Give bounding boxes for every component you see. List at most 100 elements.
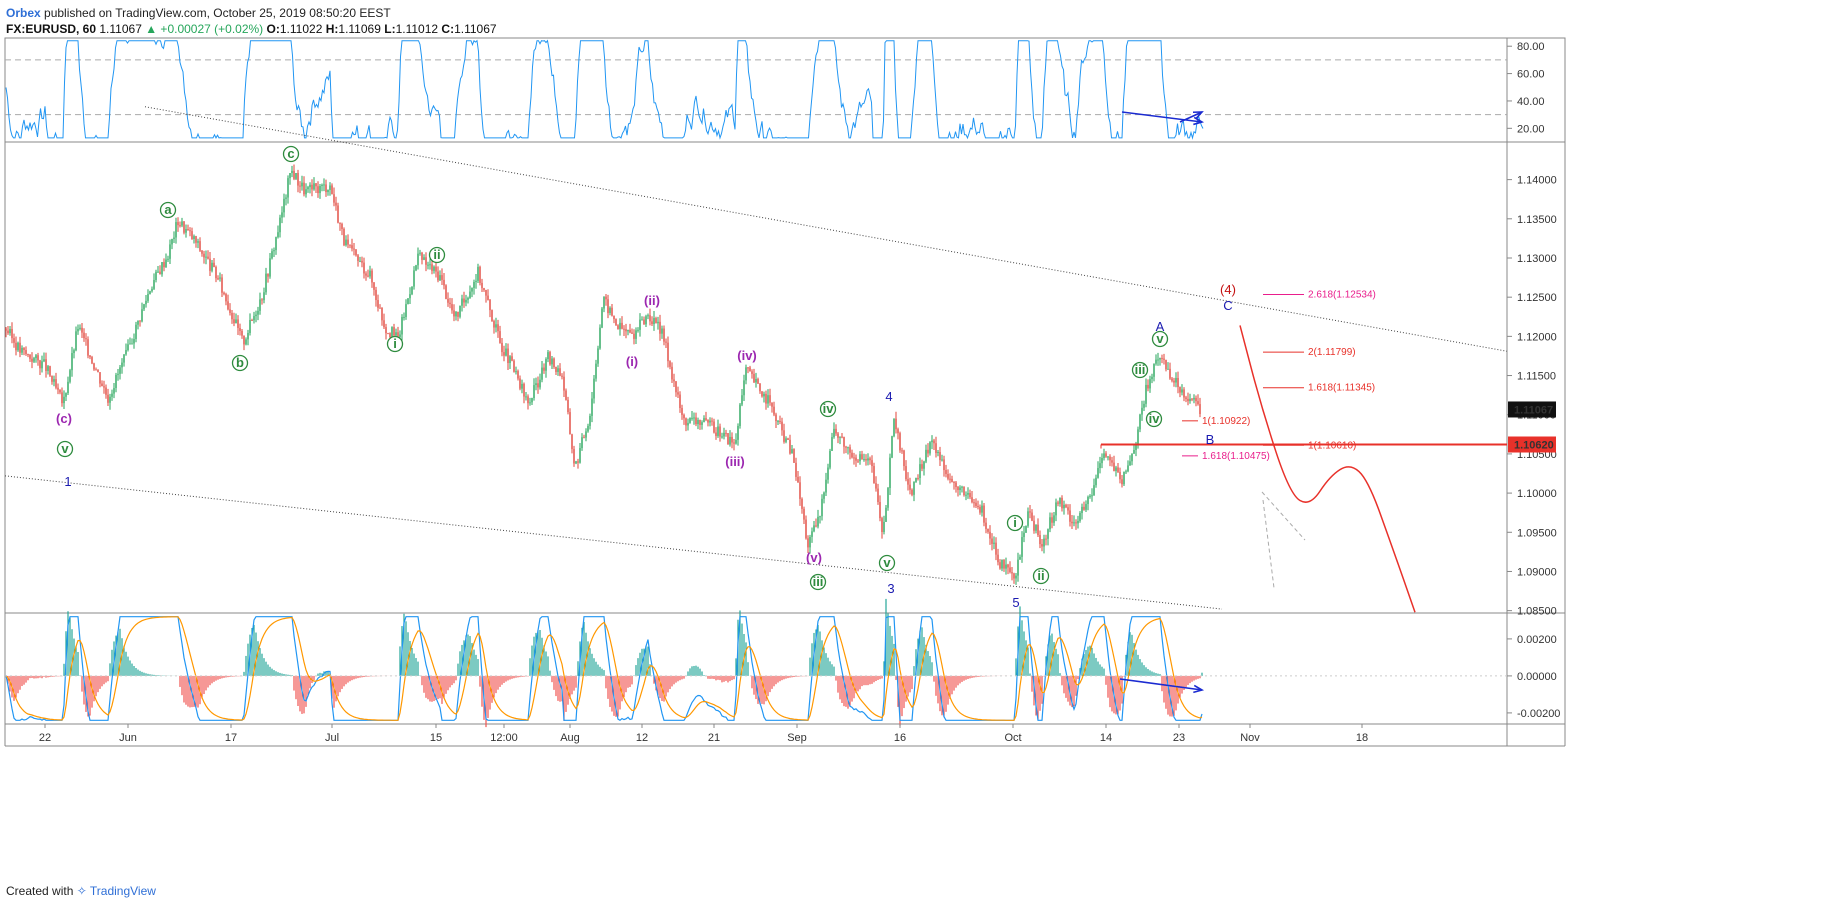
candle-body <box>385 327 387 334</box>
candle-body <box>609 307 611 314</box>
candle-body <box>1169 368 1171 379</box>
macd-hist-bar <box>967 675 969 679</box>
macd-hist-bar <box>569 675 571 699</box>
candle-body <box>705 418 707 420</box>
macd-hist-bar <box>1095 657 1097 676</box>
candle-body <box>297 172 299 186</box>
candle-body <box>161 262 163 275</box>
macd-hist-bar <box>879 675 881 680</box>
macd-hist-bar <box>413 653 415 676</box>
candle-body <box>1085 504 1087 510</box>
candle-body <box>215 267 217 279</box>
candle-body <box>767 395 769 404</box>
horizontal-level[interactable] <box>1100 443 1507 449</box>
macd-hist-bar <box>707 675 709 679</box>
macd-hist-bar <box>703 675 705 676</box>
symbol-name[interactable]: FX:EURUSD, 60 <box>6 22 97 36</box>
macd-hist-bar <box>1063 675 1065 694</box>
macd-hist-bar <box>719 675 721 681</box>
wave-label: (iv) <box>737 348 757 363</box>
wave-label: (v) <box>806 550 822 565</box>
macd-hist-bar <box>1123 675 1125 677</box>
candle-body <box>645 316 647 325</box>
candle-body <box>865 459 867 461</box>
candle-body <box>87 339 89 356</box>
macd-hist-bar <box>347 675 349 683</box>
macd-hist-bar <box>1101 666 1103 676</box>
time-axis[interactable]: 22 Jun 17 Jul 15 12:00 Aug 12 21 Sep 16 Oct 14 23 Nov 1… <box>39 724 1368 744</box>
candle-body <box>907 479 909 485</box>
candle-body <box>1187 398 1189 402</box>
candle-body <box>361 260 363 263</box>
macd-hist-bar <box>213 675 215 682</box>
candle-body <box>25 350 27 354</box>
macd-hist-bar <box>73 638 75 676</box>
candle-body <box>741 395 743 405</box>
candle-body <box>47 366 49 371</box>
trendlines[interactable] <box>4 106 1508 610</box>
candle-body <box>289 173 291 179</box>
macd-hist-bar <box>647 646 649 676</box>
macd-hist-bar <box>285 674 287 676</box>
macd-hist-bar <box>107 675 109 682</box>
candle-body <box>1141 407 1143 415</box>
price-axis[interactable]: 1.14000 1.13500 1.13000 1.12500 1.12000 1.115… <box>1507 41 1560 720</box>
candle-body <box>329 185 331 190</box>
tradingview-link[interactable]: TradingView <box>89 884 156 898</box>
wave-circle <box>1151 330 1169 348</box>
candle-body <box>739 404 741 426</box>
fib-levels[interactable]: 2.618(1.12534) 2(1.11799) 1.618(1.11345) 1(… <box>1182 290 1376 462</box>
divergence-arrows[interactable] <box>1119 111 1205 694</box>
candle-body <box>729 436 731 445</box>
chart-frame <box>4 37 1566 725</box>
macd-hist-bar <box>1097 661 1099 676</box>
candle-body <box>415 265 417 271</box>
macd-hist-bar <box>417 661 419 676</box>
macd-hist-bar <box>973 675 975 678</box>
candle-body <box>1159 357 1161 360</box>
candle-body <box>663 328 665 342</box>
macd-hist-bar <box>839 675 841 700</box>
candle-body <box>963 486 965 496</box>
candle-body <box>1031 512 1033 521</box>
candle-body <box>233 319 235 324</box>
wave-circle <box>231 354 249 372</box>
tradingview-logo[interactable]: ✧ TradingView <box>76 884 156 898</box>
candle-body <box>611 307 613 316</box>
candle-body <box>857 460 859 462</box>
candle-body <box>1035 524 1037 531</box>
macd-hist-bar <box>409 640 411 676</box>
macd-hist-bar <box>293 675 295 691</box>
macd-hist-bar <box>493 675 495 698</box>
projection-curve <box>1239 325 1416 613</box>
candle-body <box>1113 462 1115 471</box>
brand-name[interactable]: Orbex <box>6 6 41 20</box>
macd-hist-bar <box>535 632 537 676</box>
macd-hist-bar <box>657 675 659 696</box>
wave-label: iv <box>823 401 835 416</box>
macd-hist-bar <box>341 675 343 689</box>
candle-body <box>1101 457 1103 464</box>
candle-body <box>123 354 125 363</box>
candle-body <box>303 182 305 195</box>
candle-body <box>397 332 399 337</box>
candle-body <box>633 333 635 339</box>
arrow-head <box>1192 111 1204 120</box>
macd-hist-bar <box>135 667 137 676</box>
wave-circle <box>428 246 446 264</box>
macd-hist-bar <box>777 675 779 683</box>
macd-hist-bar <box>1019 606 1021 676</box>
candle-body <box>193 236 195 240</box>
candle-body <box>671 366 673 380</box>
macd-hist-bar <box>133 666 135 676</box>
candle-body <box>317 186 319 194</box>
candle-body <box>657 321 659 324</box>
projection-path[interactable] <box>1239 325 1416 613</box>
candle-body <box>557 368 559 372</box>
candle-body <box>381 307 383 321</box>
macd-hist-bar <box>227 675 229 678</box>
macd-hist-bar <box>827 657 829 676</box>
macd-hist-bar <box>681 675 683 680</box>
candle-body <box>131 343 133 345</box>
